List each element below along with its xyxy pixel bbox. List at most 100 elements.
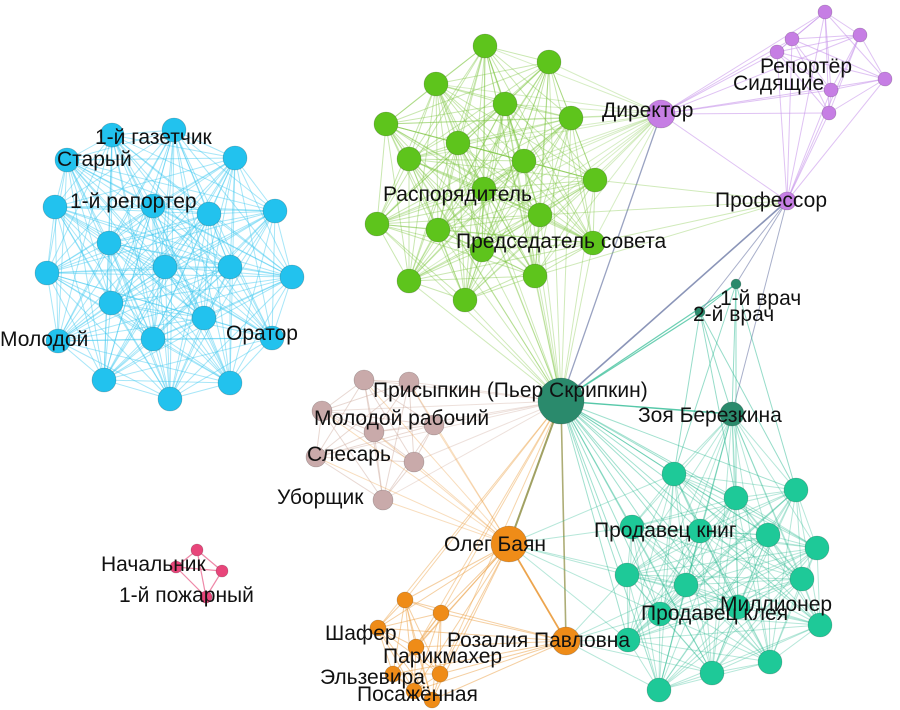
label-1st-doctor: 1-й врач [720, 287, 801, 310]
edge-b4-b18 [66, 159, 273, 339]
edge-b9-b11 [108, 242, 231, 268]
edge-b6-b11 [152, 205, 231, 268]
edge-b8-b12 [46, 210, 276, 274]
edge-o_roz-o4 [415, 640, 567, 648]
edge-t5-t16 [699, 530, 713, 674]
edge-b5-b20 [54, 206, 231, 384]
edge-t2-t8 [626, 497, 737, 576]
edge-b2-b17 [152, 129, 175, 340]
edge-b9-b18 [108, 242, 273, 339]
edge-t13-t16 [711, 624, 821, 674]
edge-r5-r6 [315, 431, 375, 458]
edge-t10-t12 [659, 578, 803, 615]
edge-b1-b11 [111, 134, 231, 268]
node-p5 [877, 71, 893, 87]
edge-b11-b12 [46, 266, 231, 274]
nodes-layer [34, 4, 893, 709]
node-p_prof [777, 191, 797, 211]
edge-t4-t12 [631, 526, 661, 615]
edge-b8-b20 [229, 210, 276, 384]
edge-g7-g16 [457, 142, 594, 244]
edge-r3-r4 [321, 410, 435, 426]
edge-r4-r5 [373, 424, 435, 433]
edge-t7-t8 [626, 547, 818, 576]
edge-t_zoya-t12 [659, 413, 733, 615]
edge-t5-t17 [658, 530, 701, 691]
edge-t_pris-r5 [373, 400, 562, 433]
edge-b2-b20 [173, 129, 231, 384]
node-b21 [157, 386, 183, 412]
edge-b2-b15 [173, 129, 205, 319]
edge-b3-b11 [229, 157, 236, 268]
edge-o2-o3 [377, 612, 442, 629]
edge-t_zoya-t1 [673, 413, 733, 475]
node-t7 [804, 535, 830, 561]
edge-p_prof-t_v1 [735, 200, 788, 285]
node-b1 [99, 122, 125, 148]
edge-b5-b17 [54, 206, 154, 340]
edge-b1-b21 [111, 134, 171, 400]
edge-g16-g17 [408, 242, 594, 282]
edge-t3-t4 [631, 489, 797, 528]
edge-g1-g19 [464, 45, 486, 301]
edge-o_roz-t9 [565, 584, 687, 642]
edge-o_oleg-r5 [373, 431, 510, 545]
edge-r3-r8 [321, 410, 384, 501]
edge-g2-g11 [483, 61, 550, 190]
edge-p_dir-p6 [660, 112, 830, 115]
edge-t_pris-t_v2 [560, 311, 701, 402]
label-millionaire: Миллионер [720, 593, 832, 616]
edge-t3-t15 [769, 489, 797, 663]
edge-g8-g16 [408, 158, 594, 244]
node-b10 [152, 254, 178, 280]
node-g12 [364, 211, 390, 237]
edge-b2-b11 [173, 129, 231, 268]
edge-o2-o7 [413, 612, 442, 692]
edge-t_zoya-t7 [731, 413, 818, 549]
edge-t3-t10 [795, 489, 803, 580]
edge-p_dir-g13 [539, 113, 662, 216]
node-p4 [769, 44, 785, 60]
edge-b13-b15 [203, 276, 293, 319]
node-t11 [725, 594, 751, 620]
edge-t12-t16 [659, 613, 713, 674]
edge-t_pris-g19 [464, 299, 562, 402]
edge-t9-t13 [685, 584, 821, 626]
edge-t_v2-t3 [699, 311, 797, 491]
edge-b1-b5 [54, 134, 113, 208]
edge-b14-b15 [110, 302, 205, 319]
label-professor: Профессор [715, 189, 827, 212]
edge-b5-b19 [54, 206, 105, 381]
node-t15 [757, 649, 783, 675]
edge-b7-b12 [46, 213, 210, 274]
edge-b7-b16 [57, 213, 210, 342]
edge-t_zoya-t5 [699, 413, 733, 532]
edge-t4-t11 [631, 526, 739, 608]
edge-p_dir-p5 [660, 78, 886, 115]
node-o_roz [551, 626, 581, 656]
edge-g9-g17 [408, 160, 525, 282]
edge-g2-g13 [539, 61, 550, 216]
edge-k1-k4 [196, 549, 207, 598]
edge-g4-g15 [481, 103, 506, 251]
edge-g10-g11 [483, 179, 596, 190]
edge-t1-t12 [659, 473, 675, 615]
edge-o_oleg-r8 [382, 499, 510, 545]
label-orator: Оратор [226, 322, 298, 345]
edge-g6-g8 [408, 117, 572, 160]
edge-b2-b18 [173, 129, 273, 339]
edge-b6-b16 [57, 205, 154, 342]
edge-t_pris-t4 [560, 400, 633, 528]
edge-t_zoya-t9 [685, 413, 733, 586]
edge-b11-b16 [57, 266, 231, 342]
node-b7 [196, 201, 222, 227]
edge-g1-g10 [484, 45, 596, 181]
edge-g12-g19 [376, 223, 466, 301]
edge-t2-t13 [735, 497, 821, 626]
edge-b9-b16 [57, 242, 110, 342]
edge-g7-g13 [457, 142, 541, 216]
edge-t1-t3 [673, 473, 797, 491]
edge-b6-b21 [152, 205, 171, 400]
labels-layer: 1-й газетчик Старый 1-й репортер Молодой… [0, 55, 852, 706]
